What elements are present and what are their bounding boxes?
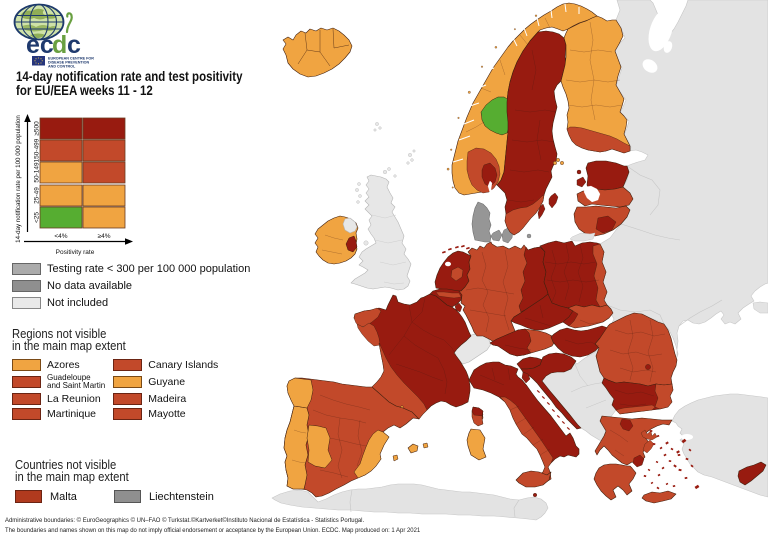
svg-text:<4%: <4% <box>54 233 67 240</box>
svg-text:150-499: 150-499 <box>34 138 41 162</box>
svg-text:50-149: 50-149 <box>34 162 41 183</box>
svg-text:EUROPEAN CENTRE FOR: EUROPEAN CENTRE FOR <box>48 57 94 61</box>
svg-text:ec: ec <box>26 31 54 59</box>
svg-text:25-49: 25-49 <box>34 187 41 204</box>
svg-text:DISEASE PREVENTION: DISEASE PREVENTION <box>48 61 90 65</box>
svg-text:<25: <25 <box>34 212 41 223</box>
svg-text:d: d <box>52 31 67 59</box>
svg-text:≥4%: ≥4% <box>98 233 111 240</box>
svg-text:AND CONTROL: AND CONTROL <box>48 65 76 69</box>
svg-text:Positivity rate: Positivity rate <box>56 249 95 256</box>
svg-text:14-day notification rate per 1: 14-day notification rate per 100 000 pop… <box>15 115 22 243</box>
svg-text:c: c <box>67 31 81 59</box>
svg-text:≥500: ≥500 <box>34 121 41 136</box>
